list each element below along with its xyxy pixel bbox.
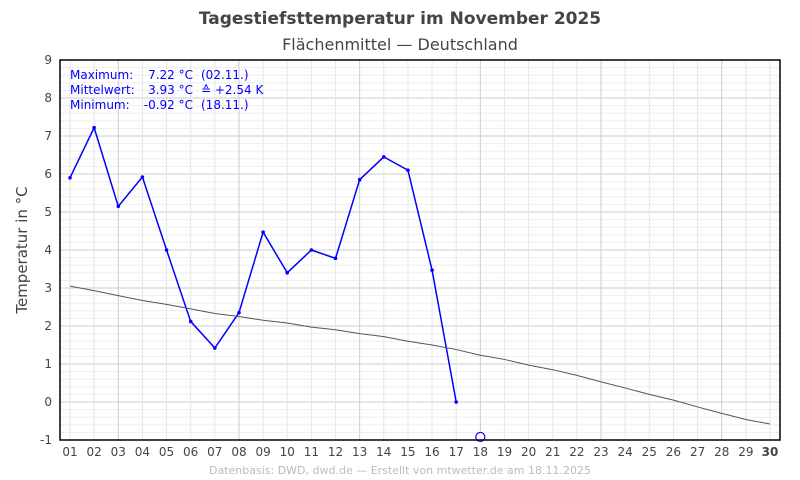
x-tick-label: 10	[280, 445, 295, 459]
stat-extra: (18.11.)	[201, 98, 249, 112]
stat-value: 3.93 °C	[148, 83, 193, 97]
stat-label: Maximum:	[70, 68, 133, 82]
chart-subtitle: Flächenmittel — Deutschland	[282, 35, 518, 54]
x-tick-label: 18	[473, 445, 488, 459]
x-tick-label: 22	[569, 445, 584, 459]
series-layer	[68, 125, 771, 443]
x-tick-label: 09	[255, 445, 270, 459]
x-tick-label: 29	[738, 445, 753, 459]
stat-value: -0.92 °C	[144, 98, 193, 112]
data-point	[164, 248, 169, 252]
x-tick-label: 07	[207, 445, 222, 459]
stat-value: 7.22 °C	[148, 68, 193, 82]
minimum-marker	[475, 431, 486, 443]
y-tick-label: 7	[44, 129, 52, 143]
y-tick-label: 5	[44, 205, 52, 219]
y-tick-label: 2	[44, 319, 52, 333]
y-tick-label: 3	[44, 281, 52, 295]
x-tick-label: 15	[400, 445, 415, 459]
x-tick-label: 28	[714, 445, 729, 459]
x-tick-label: 12	[328, 445, 343, 459]
data-point	[406, 168, 410, 172]
x-tick-label: 16	[424, 445, 439, 459]
y-tick-label: 8	[44, 91, 52, 105]
data-point	[381, 155, 386, 159]
x-tick-label: 02	[86, 445, 101, 459]
y-ticks: -1 0 1 2 3 4 5 6 7 8 9	[40, 53, 52, 447]
data-point	[454, 400, 459, 404]
data-point	[309, 248, 314, 252]
x-tick-label: 14	[376, 445, 391, 459]
stat-label: Mittelwert:	[70, 83, 135, 97]
stats-box: Maximum: 7.22 °C (02.11.) Mittelwert: 3.93 °…	[70, 68, 264, 112]
x-tick-label: 08	[231, 445, 246, 459]
data-point	[333, 256, 338, 261]
y-tick-label: 1	[44, 357, 52, 371]
data-point	[261, 230, 265, 234]
plot-frame	[59, 59, 781, 441]
y-axis-label: Temperatur in °C	[13, 186, 31, 314]
data-point	[237, 310, 241, 315]
y-tick-label: 6	[44, 167, 52, 181]
x-tick-label: 06	[183, 445, 198, 459]
stat-extra: (02.11.)	[201, 68, 249, 82]
x-tick-label: 17	[449, 445, 464, 459]
x-tick-label: 30	[762, 445, 779, 459]
x-tick-label: 20	[521, 445, 536, 459]
data-point	[285, 271, 290, 275]
y-tick-label: 9	[44, 53, 52, 67]
footer-credit: Datenbasis: DWD, dwd.de — Erstellt von m…	[209, 464, 591, 477]
x-tick-label: 11	[304, 445, 319, 459]
grid	[60, 59, 780, 441]
data-point	[213, 346, 217, 350]
x-tick-label: 26	[666, 445, 681, 459]
data-point	[92, 125, 96, 130]
x-tick-label: 23	[593, 445, 608, 459]
data-point	[188, 319, 193, 324]
x-tick-label: 13	[352, 445, 367, 459]
data-point	[140, 175, 145, 179]
chart-title: Tagestiefsttemperatur im November 2025	[199, 9, 601, 29]
x-tick-label: 24	[618, 445, 633, 459]
x-ticks: 01 02 03 04 05 06 07 08 09 10 11 12 13 14 15 16 17 18 19 20…	[62, 445, 778, 459]
x-tick-label: 03	[111, 445, 126, 459]
y-tick-label: 0	[44, 395, 52, 409]
x-tick-label: 25	[642, 445, 657, 459]
data-point	[116, 204, 121, 209]
data-point	[357, 177, 362, 182]
data-point	[68, 176, 72, 180]
stat-label: Minimum:	[70, 98, 130, 112]
y-tick-label: -1	[40, 433, 52, 447]
x-tick-label: 21	[545, 445, 560, 459]
y-tick-label: 4	[44, 243, 52, 257]
stat-extra: ≙ +2.54 K	[201, 83, 264, 97]
x-tick-label: 01	[62, 445, 77, 459]
x-tick-label: 04	[135, 445, 150, 459]
series-line-normal	[69, 285, 771, 425]
x-tick-label: 05	[159, 445, 174, 459]
data-point	[430, 268, 434, 272]
x-tick-label: 27	[690, 445, 705, 459]
x-tick-label: 19	[497, 445, 512, 459]
